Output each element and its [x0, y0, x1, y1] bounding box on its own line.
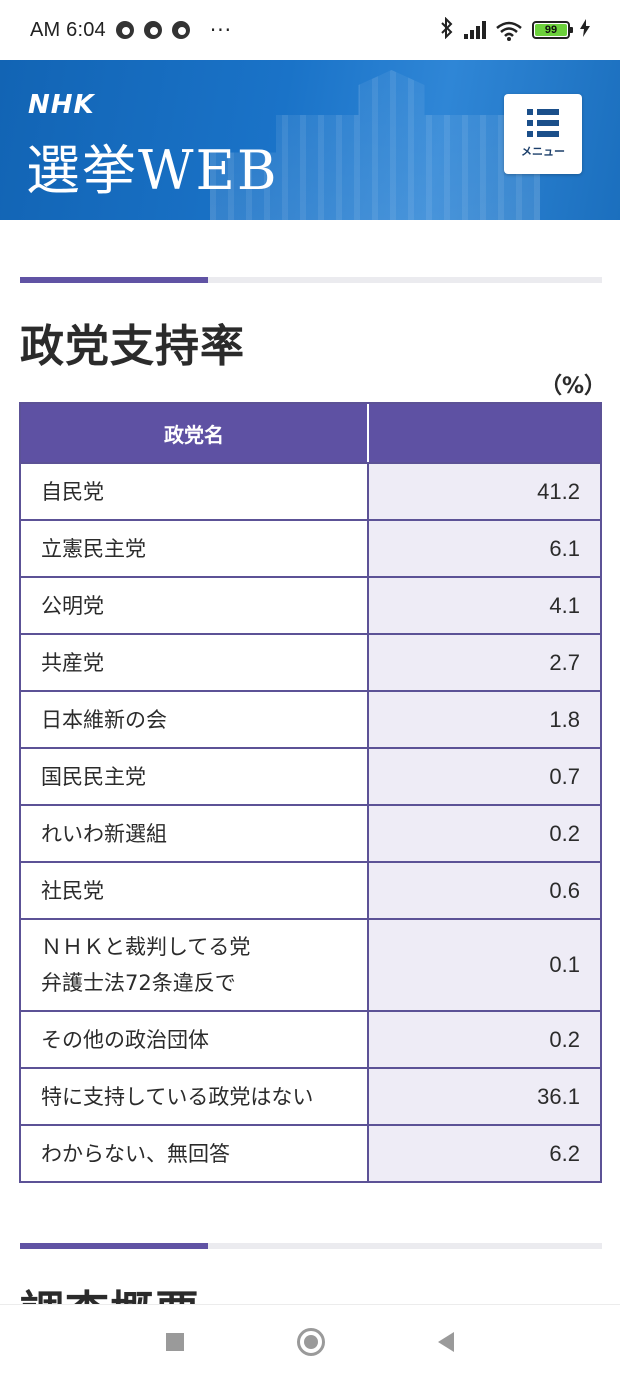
- table-row: 立憲民主党 6.1: [21, 519, 600, 576]
- table-row: 国民民主党 0.7: [21, 747, 600, 804]
- table-row: 自民党 41.2: [21, 462, 600, 519]
- table-row: れいわ新選組 0.2: [21, 804, 600, 861]
- table-row: 特に支持している政党はない 36.1: [21, 1067, 600, 1124]
- page-title: 政党支持率: [20, 321, 245, 372]
- table-row: 日本維新の会 1.8: [21, 690, 600, 747]
- status-bar: AM 6:04 ··· 99: [0, 0, 620, 60]
- more-notifications-icon: ···: [209, 18, 232, 42]
- party-name: わからない、無回答: [21, 1126, 369, 1181]
- support-value: 0.7: [369, 749, 600, 804]
- party-name-line-1: ＮＨＫと裁判してる党: [41, 935, 251, 959]
- chrome-icon: [143, 21, 162, 39]
- site-header: NHK 選挙WEB メニュー: [0, 60, 620, 220]
- menu-icon: [527, 109, 559, 137]
- back-icon[interactable]: [437, 1331, 454, 1352]
- table-header: 政党名: [21, 404, 600, 462]
- table-row: 共産党 2.7: [21, 633, 600, 690]
- party-name: 特に支持している政党はない: [21, 1069, 369, 1124]
- party-name: 日本維新の会: [21, 692, 369, 747]
- charging-icon: [580, 19, 590, 41]
- site-title[interactable]: 選挙WEB: [26, 139, 279, 202]
- support-value: 6.1: [369, 521, 600, 576]
- party-name: 公明党: [21, 578, 369, 633]
- support-value: 1.8: [369, 692, 600, 747]
- chrome-icon: [115, 21, 134, 39]
- system-nav-bar: [0, 1304, 620, 1378]
- menu-button[interactable]: メニュー: [504, 94, 582, 174]
- nhk-logo[interactable]: NHK: [28, 90, 95, 120]
- column-header-party: 政党名: [21, 404, 369, 462]
- home-icon[interactable]: [296, 1327, 325, 1356]
- support-value: 41.2: [369, 464, 600, 519]
- status-right: 99: [440, 16, 590, 44]
- section-title-survey-overview: 調査概要: [20, 1276, 200, 1306]
- column-header-value: [369, 404, 600, 462]
- party-name: 立憲民主党: [21, 521, 369, 576]
- status-left: AM 6:04 ···: [30, 18, 232, 42]
- support-value: 0.1: [369, 920, 600, 1010]
- section-divider: [20, 277, 602, 283]
- table-row: 公明党 4.1: [21, 576, 600, 633]
- support-value: 0.2: [369, 806, 600, 861]
- support-rate-table: 政党名 自民党 41.2 立憲民主党 6.1 公明党 4.1 共産党 2.7 日…: [19, 402, 602, 1183]
- table-row: 社民党 0.6: [21, 861, 600, 918]
- battery-icon: 99: [532, 21, 573, 39]
- party-name: 社民党: [21, 863, 369, 918]
- support-value: 4.1: [369, 578, 600, 633]
- section-divider: [20, 1243, 602, 1249]
- menu-label: メニュー: [521, 145, 565, 158]
- support-value: 6.2: [369, 1126, 600, 1181]
- status-time: AM 6:04: [30, 18, 106, 41]
- party-name: ＮＨＫと裁判してる党 弁護士法72条違反で: [21, 920, 369, 1010]
- table-row: その他の政治団体 0.2: [21, 1010, 600, 1067]
- party-name: 共産党: [21, 635, 369, 690]
- recent-apps-icon[interactable]: [166, 1332, 185, 1351]
- table-row: わからない、無回答 6.2: [21, 1124, 600, 1181]
- party-name-line-2: 弁護士法72条違反で: [41, 971, 236, 995]
- support-value: 2.7: [369, 635, 600, 690]
- unit-label: （%）: [539, 374, 606, 399]
- support-value: 36.1: [369, 1069, 600, 1124]
- wifi-icon: [496, 21, 522, 41]
- party-name: 自民党: [21, 464, 369, 519]
- support-value: 0.2: [369, 1012, 600, 1067]
- battery-level: 99: [535, 24, 567, 36]
- support-value: 0.6: [369, 863, 600, 918]
- party-name: その他の政治団体: [21, 1012, 369, 1067]
- party-name: れいわ新選組: [21, 806, 369, 861]
- table-row: ＮＨＫと裁判してる党 弁護士法72条違反で 0.1: [21, 918, 600, 1010]
- chrome-icon: [171, 21, 190, 39]
- party-name: 国民民主党: [21, 749, 369, 804]
- signal-icon: [464, 21, 486, 39]
- bluetooth-icon: [440, 16, 454, 44]
